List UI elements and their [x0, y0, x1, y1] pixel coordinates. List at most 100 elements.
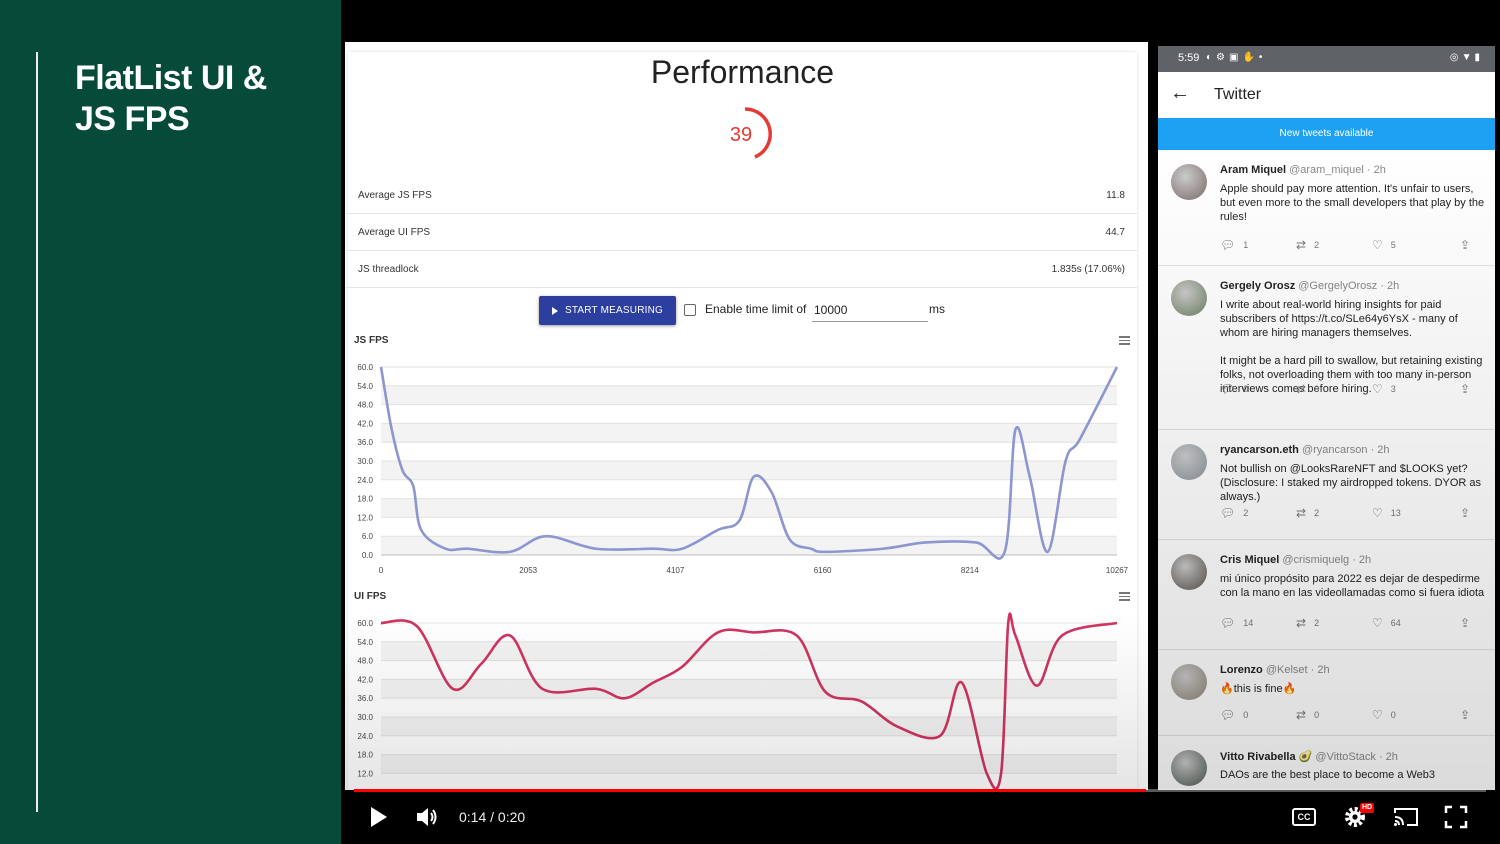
avatar[interactable] — [1171, 164, 1207, 200]
tweet-header: Lorenzo @Kelset · 2h — [1220, 664, 1330, 676]
share-icon[interactable]: ⇪ — [1459, 708, 1470, 722]
reply-count: 0 — [1243, 710, 1249, 720]
tweet-item[interactable]: Aram Miquel @aram_miquel · 2h Apple shoul… — [1158, 150, 1495, 266]
avatar[interactable] — [1171, 750, 1207, 786]
retweet-button[interactable]: ⇄ 0 — [1296, 382, 1319, 396]
heart-icon: ♡ — [1372, 238, 1383, 252]
series-line — [380, 612, 1118, 790]
avatar[interactable] — [1171, 664, 1207, 700]
like-button[interactable]: ♡ 0 — [1372, 708, 1396, 722]
stat-row-avg-ui: Average UI FPS 44.7 — [345, 214, 1137, 251]
tweet-author[interactable]: ryancarson.eth — [1220, 444, 1299, 456]
retweet-icon: ⇄ — [1296, 616, 1307, 630]
share-icon[interactable]: ⇪ — [1459, 238, 1470, 252]
avatar[interactable] — [1171, 280, 1207, 316]
y-tick-label: 18.0 — [357, 495, 373, 504]
reply-count: 2 — [1243, 508, 1249, 518]
tweet-handle: @ryancarson · 2h — [1301, 444, 1390, 456]
y-tick-label: 42.0 — [357, 419, 373, 428]
reply-button[interactable]: 💬︎ 0 — [1220, 708, 1248, 722]
tweet-author[interactable]: Cris Miquel — [1220, 554, 1280, 566]
volume-button[interactable] — [414, 800, 440, 834]
new-tweets-banner[interactable]: New tweets available — [1158, 118, 1495, 150]
tweet-text: DAOs are the best place to become a Web3 — [1220, 769, 1436, 781]
series-line — [379, 366, 1119, 560]
tweet-author[interactable]: Vitto Rivabella 🥑 — [1220, 751, 1313, 763]
reply-icon: 💬︎ — [1220, 506, 1236, 520]
captions-button[interactable]: CC — [1292, 800, 1316, 834]
avatar[interactable] — [1171, 444, 1207, 480]
y-tick-label: 54.0 — [357, 638, 373, 647]
ui-chart-menu-icon[interactable] — [1119, 592, 1130, 601]
like-count: 0 — [1390, 710, 1396, 720]
play-icon — [551, 306, 558, 315]
retweet-count: 0 — [1314, 710, 1320, 720]
retweet-button[interactable]: ⇄ 2 — [1296, 506, 1319, 520]
share-icon[interactable]: ⇪ — [1459, 506, 1470, 520]
y-tick-label: 6.0 — [362, 532, 374, 541]
grid-band — [381, 461, 1117, 480]
grid-band — [381, 498, 1117, 518]
like-count: 3 — [1390, 384, 1396, 394]
tweet-actions: 💬︎ 2 ⇄ 2 ♡ 13 ⇪ — [1220, 506, 1470, 520]
y-tick-label: 54.0 — [357, 382, 373, 391]
y-tick-label: 24.0 — [357, 732, 373, 741]
like-button[interactable]: ♡ 5 — [1372, 238, 1396, 252]
reply-button[interactable]: 💬︎ 2 — [1220, 506, 1248, 520]
retweet-icon: ⇄ — [1296, 382, 1307, 396]
tweet-item[interactable]: Cris Miquel @crismiquelg · 2h mi único pr… — [1158, 540, 1495, 650]
reply-button[interactable]: 💬︎ 14 — [1220, 616, 1253, 630]
stat-row-avg-js: Average JS FPS 11.8 — [345, 177, 1137, 214]
reply-count: 0 — [1243, 384, 1249, 394]
start-measuring-button[interactable]: START MEASURING — [539, 296, 676, 325]
reply-count: 14 — [1243, 618, 1254, 628]
stat-value: 1.835s (17.06%) — [1051, 264, 1125, 275]
retweet-button[interactable]: ⇄ 2 — [1296, 616, 1319, 630]
start-measuring-label: START MEASURING — [564, 305, 663, 316]
js-fps-chart: 60.0 54.0 48.0 42.0 36.0 30.0 24.0 18.0 12.0 6.0 0… — [357, 363, 1128, 575]
tweet-author[interactable]: Gergely Orosz — [1220, 280, 1296, 292]
tweet-item[interactable]: Gergely Orosz @GergelyOrosz · 2h I write … — [1158, 266, 1495, 430]
stat-label: JS threadlock — [358, 264, 419, 275]
play-button[interactable] — [366, 800, 390, 834]
reply-button[interactable]: 💬︎ 0 — [1220, 382, 1248, 396]
tweet-text: 🔥this is fine🔥 — [1220, 683, 1297, 695]
avatar[interactable] — [1171, 554, 1207, 590]
like-button[interactable]: ♡ 3 — [1372, 382, 1396, 396]
fullscreen-button[interactable] — [1444, 800, 1468, 834]
retweet-button[interactable]: ⇄ 0 — [1296, 708, 1319, 722]
like-button[interactable]: ♡ 13 — [1372, 506, 1401, 520]
reply-count: 1 — [1243, 240, 1249, 250]
retweet-button[interactable]: ⇄ 2 — [1296, 238, 1319, 252]
x-tick-label: 0 — [379, 566, 384, 575]
time-limit-checkbox[interactable] — [684, 304, 696, 316]
y-tick-label: 36.0 — [357, 438, 373, 447]
y-tick-label: 24.0 — [357, 476, 373, 485]
heart-icon: ♡ — [1372, 708, 1383, 722]
tweet-author[interactable]: Lorenzo — [1220, 664, 1263, 676]
tweet-author[interactable]: Aram Miquel — [1220, 164, 1287, 176]
retweet-count: 2 — [1314, 508, 1320, 518]
x-tick-label: 4107 — [667, 566, 685, 575]
tweet-item[interactable]: Lorenzo @Kelset · 2h 🔥this is fine🔥 💬︎ 0 ⇄ 0 ♡… — [1158, 650, 1495, 736]
stat-value: 11.8 — [1106, 190, 1125, 201]
settings-button[interactable]: HD — [1342, 800, 1375, 834]
cast-button[interactable] — [1392, 800, 1420, 834]
tweet-item[interactable]: Vitto Rivabella 🥑 @VittoStack · 2h DAOs a… — [1158, 736, 1495, 790]
share-icon[interactable]: ⇪ — [1459, 616, 1470, 630]
tweet-item[interactable]: ryancarson.eth @ryancarson · 2h Not bulli… — [1158, 430, 1495, 540]
back-arrow-icon[interactable]: ← — [1170, 82, 1190, 104]
fullscreen-icon — [1444, 805, 1468, 829]
grid-band — [381, 641, 1117, 661]
cast-icon — [1394, 808, 1418, 826]
status-bar: 5:59 ◐⚙▣✋• ◎▼▮ — [1158, 46, 1495, 72]
y-tick-label: 60.0 — [357, 619, 373, 628]
time-limit-input[interactable] — [812, 298, 928, 322]
reply-button[interactable]: 💬︎ 1 — [1220, 238, 1248, 252]
like-button[interactable]: ♡ 64 — [1372, 616, 1401, 630]
tweet-header: ryancarson.eth @ryancarson · 2h — [1220, 444, 1390, 456]
status-time: 5:59 — [1178, 52, 1200, 64]
share-icon[interactable]: ⇪ — [1459, 382, 1470, 396]
js-chart-menu-icon[interactable] — [1119, 336, 1130, 345]
grid-band — [381, 679, 1117, 699]
